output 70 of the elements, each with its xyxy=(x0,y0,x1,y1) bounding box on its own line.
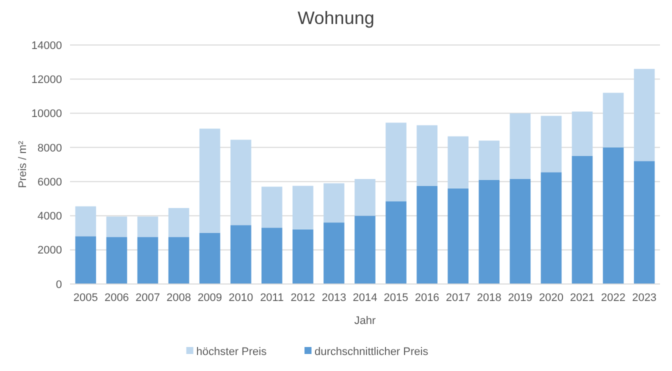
x-axis-title: Jahr xyxy=(354,315,376,327)
bar xyxy=(572,156,593,284)
x-tick-label: 2017 xyxy=(446,292,470,304)
bar xyxy=(416,186,438,284)
x-tick-label: 2020 xyxy=(538,292,564,304)
bar xyxy=(292,186,314,230)
legend-label: höchster Preis xyxy=(196,346,268,358)
bar xyxy=(106,237,128,284)
bar xyxy=(634,68,655,162)
x-tick-label: 2019 xyxy=(508,292,532,304)
x-tick-label: 2015 xyxy=(384,292,408,304)
bar xyxy=(448,188,469,284)
legend-label: durchschnittlicher Preis xyxy=(314,346,429,358)
bar xyxy=(261,228,282,284)
bar xyxy=(199,232,220,284)
bar xyxy=(75,236,96,284)
x-tick-label: 2008 xyxy=(166,292,192,304)
y-tick-label: 6000 xyxy=(38,176,62,188)
bar xyxy=(478,140,500,180)
y-tick-label: 12000 xyxy=(31,74,62,86)
x-tick-label: 2013 xyxy=(322,292,346,304)
x-tick-label: 2023 xyxy=(632,292,657,304)
bar xyxy=(324,222,344,284)
bar xyxy=(510,113,531,180)
bar xyxy=(634,161,655,284)
bar xyxy=(137,237,158,284)
bar xyxy=(137,216,158,238)
chart-title: Wohnung xyxy=(298,8,374,28)
x-tick-label: 2010 xyxy=(228,292,254,304)
bar xyxy=(230,140,252,226)
y-tick-label: 10000 xyxy=(31,108,62,120)
bar xyxy=(510,179,531,284)
y-axis-title: Preis / m² xyxy=(17,140,29,188)
y-tick-label: 2000 xyxy=(38,244,62,257)
x-tick-label: 2016 xyxy=(414,292,440,304)
y-tick-label: 0 xyxy=(56,278,62,291)
bar xyxy=(416,125,438,186)
bar xyxy=(572,112,593,156)
y-tick-label: 8000 xyxy=(38,142,62,154)
bar xyxy=(292,229,314,284)
x-tick-label: 2011 xyxy=(260,292,284,304)
x-tick-label: 2007 xyxy=(136,292,160,304)
x-tick-label: 2012 xyxy=(290,292,316,304)
x-tick-label: 2018 xyxy=(476,292,502,304)
x-tick-label: 2009 xyxy=(198,292,222,304)
bar xyxy=(386,201,406,284)
x-tick-label: 2005 xyxy=(73,292,98,304)
bar xyxy=(261,186,282,228)
x-tick-label: 2021 xyxy=(570,292,594,304)
bar xyxy=(230,225,252,284)
bar xyxy=(602,92,624,148)
bar xyxy=(106,216,128,238)
y-tick-label: 4000 xyxy=(38,210,62,223)
bar xyxy=(168,237,190,284)
bar xyxy=(448,136,469,188)
bar xyxy=(602,147,624,284)
bar xyxy=(324,183,344,223)
bar xyxy=(540,172,562,284)
bar xyxy=(354,179,376,216)
bar xyxy=(386,122,406,202)
bar xyxy=(168,208,190,238)
y-tick-label: 14000 xyxy=(31,40,62,52)
bar xyxy=(75,206,96,236)
x-tick-label: 2014 xyxy=(352,292,378,304)
bar xyxy=(199,128,220,233)
x-tick-label: 2022 xyxy=(601,292,626,304)
x-tick-label: 2006 xyxy=(104,292,129,304)
bar xyxy=(354,216,376,284)
bar xyxy=(540,116,562,172)
bar xyxy=(478,180,500,284)
